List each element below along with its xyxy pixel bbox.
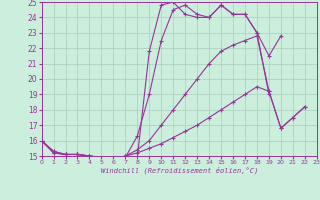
X-axis label: Windchill (Refroidissement éolien,°C): Windchill (Refroidissement éolien,°C) [100, 167, 258, 174]
